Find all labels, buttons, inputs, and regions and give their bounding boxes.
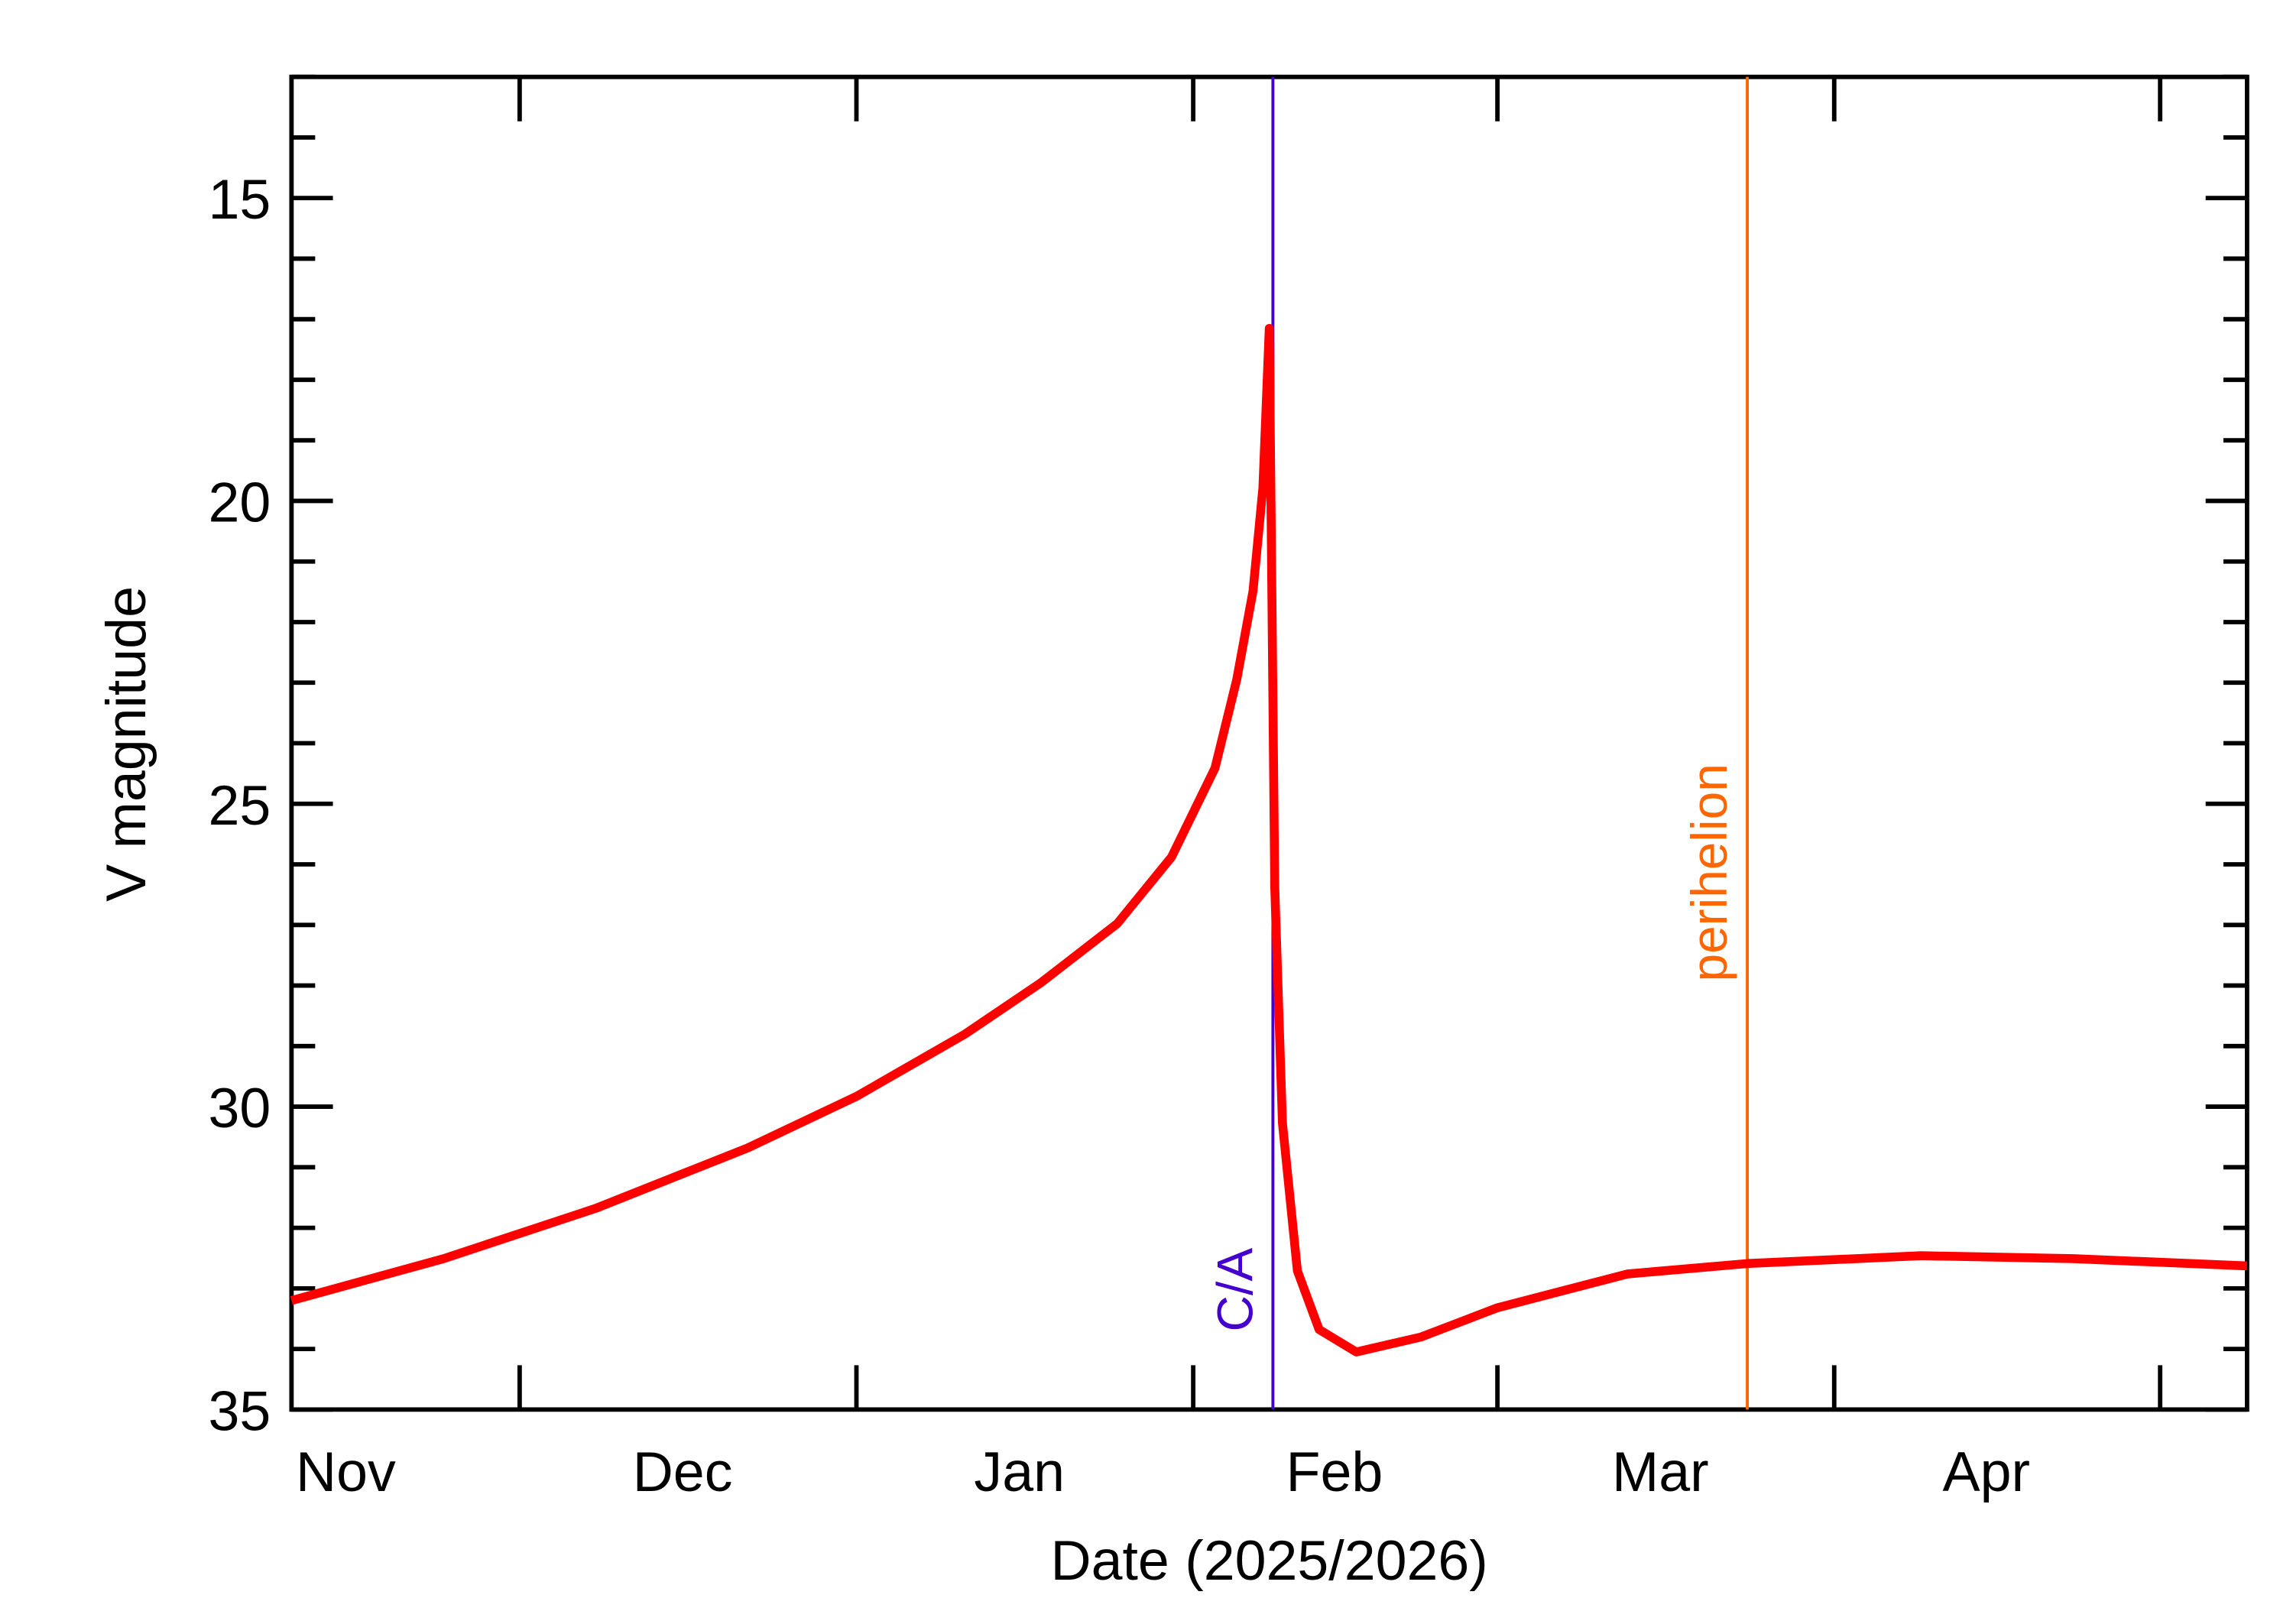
- marker-label: C/A: [1206, 1248, 1263, 1332]
- magnitude-curve: [290, 323, 2248, 1357]
- marker-label: perihelion: [1681, 763, 1737, 981]
- y-tick-label: 35: [208, 1379, 271, 1442]
- x-tick-label: Apr: [1943, 1440, 2030, 1503]
- x-tick-label: Mar: [1612, 1440, 1709, 1503]
- y-tick-label: 30: [208, 1076, 271, 1139]
- y-tick-label: 25: [208, 773, 271, 837]
- x-tick-label: Nov: [296, 1440, 396, 1503]
- y-axis-label: V magnitude: [94, 586, 157, 902]
- x-tick-label: Dec: [633, 1440, 733, 1503]
- x-tick-label: Feb: [1286, 1440, 1383, 1503]
- y-tick-label: 15: [208, 167, 271, 231]
- y-tick-label: 20: [208, 471, 271, 534]
- x-axis-label: Date (2025/2026): [1050, 1528, 1487, 1592]
- x-tick-label: Jan: [974, 1440, 1065, 1503]
